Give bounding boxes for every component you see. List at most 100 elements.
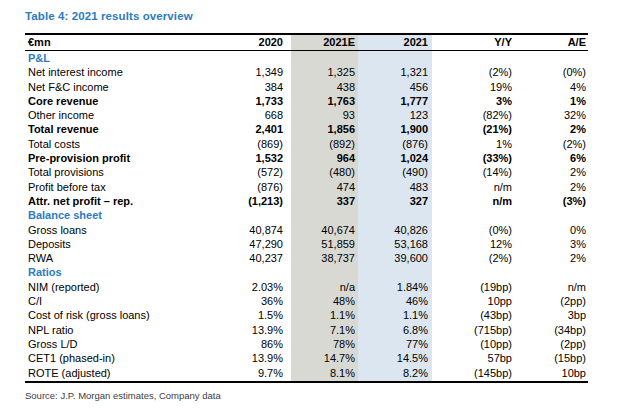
header-unit-label: €mn (25, 35, 215, 50)
column-header: Y/Y (428, 35, 512, 50)
value-cell: (2%) (428, 251, 512, 265)
value-cell: 40,674 (283, 223, 355, 237)
column-header: 2021E (283, 35, 355, 50)
row-label: Pre-provision profit (25, 151, 215, 165)
value-cell (215, 208, 283, 222)
source-note: Source: J.P. Morgan estimates, Company d… (25, 390, 221, 401)
value-cell (355, 265, 428, 279)
column-header: 2021 (355, 35, 428, 50)
value-cell: 1.1% (283, 308, 355, 322)
value-cell: 8.2% (355, 366, 428, 380)
value-cell: 12% (428, 237, 512, 251)
value-cell: 2% (512, 165, 586, 179)
table-row: Other income66893123(82%)32% (25, 108, 588, 122)
value-cell: (1,213) (215, 194, 283, 208)
value-cell: 14.7% (283, 351, 355, 365)
value-cell: 327 (355, 194, 428, 208)
value-cell: 668 (215, 108, 283, 122)
row-label: Attr. net profit – rep. (25, 194, 215, 208)
row-label: Net F&C income (25, 80, 215, 94)
value-cell: 40,237 (215, 251, 283, 265)
value-cell: 6% (512, 151, 586, 165)
table-row: NPL ratio13.9%7.1%6.8%(715bp)(34bp) (25, 323, 588, 337)
value-cell: (3%) (512, 194, 586, 208)
value-cell: 2% (512, 251, 586, 265)
table-row: Attr. net profit – rep.(1,213)337327n/m(… (25, 194, 588, 208)
table-row: Total costs(869)(892)(876)1%(2%) (25, 137, 588, 151)
table-row: NIM (reported)2.03%n/a1.84%(19bp)n/m (25, 280, 588, 294)
table-row: Pre-provision profit1,5329641,024(33%)6% (25, 151, 588, 165)
value-cell: (2%) (428, 65, 512, 79)
value-cell (428, 208, 512, 222)
value-cell: 53,168 (355, 237, 428, 251)
value-cell: (869) (215, 137, 283, 151)
value-cell: 1.84% (355, 280, 428, 294)
value-cell: 48% (283, 294, 355, 308)
value-cell: 86% (215, 337, 283, 351)
value-cell: (21%) (428, 122, 512, 136)
table-row: Cost of risk (gross loans)1.5%1.1%1.1%(4… (25, 308, 588, 322)
row-label: ROTE (adjusted) (25, 366, 215, 380)
value-cell (215, 51, 283, 65)
value-cell: 7.1% (283, 323, 355, 337)
value-cell: 1,325 (283, 65, 355, 79)
value-cell: n/m (428, 194, 512, 208)
value-cell: 456 (355, 80, 428, 94)
value-cell (512, 208, 586, 222)
value-cell: (0%) (428, 223, 512, 237)
value-cell: 77% (355, 337, 428, 351)
row-label: NPL ratio (25, 323, 215, 337)
value-cell: 13.9% (215, 351, 283, 365)
value-cell: 14.5% (355, 351, 428, 365)
table-title: Table 4: 2021 results overview (25, 10, 193, 22)
value-cell: (715bp) (428, 323, 512, 337)
table-row: Net F&C income38443845619%4% (25, 80, 588, 94)
value-cell: (2pp) (512, 337, 586, 351)
row-label: Other income (25, 108, 215, 122)
value-cell: 2% (512, 122, 586, 136)
row-label: Deposits (25, 237, 215, 251)
table-row: ROTE (adjusted)9.7%8.1%8.2%(145bp)10bp (25, 366, 588, 380)
section-header-row: P&L (25, 51, 588, 65)
value-cell: (10pp) (428, 337, 512, 351)
value-cell (215, 265, 283, 279)
row-label: Total revenue (25, 122, 215, 136)
value-cell: 36% (215, 294, 283, 308)
value-cell: 3% (428, 94, 512, 108)
value-cell: (14%) (428, 165, 512, 179)
value-cell: (15bp) (512, 351, 586, 365)
row-label: RWA (25, 251, 215, 265)
row-label: Gross loans (25, 223, 215, 237)
value-cell: 8.1% (283, 366, 355, 380)
value-cell: 1,856 (283, 122, 355, 136)
value-cell (283, 265, 355, 279)
value-cell: 1,349 (215, 65, 283, 79)
value-cell: 40,874 (215, 223, 283, 237)
value-cell: 3bp (512, 308, 586, 322)
value-cell: 78% (283, 337, 355, 351)
value-cell: (892) (283, 137, 355, 151)
value-cell: n/a (283, 280, 355, 294)
table-row: Net interest income1,3491,3251,321(2%)(0… (25, 65, 588, 79)
value-cell: 337 (283, 194, 355, 208)
value-cell: 123 (355, 108, 428, 122)
value-cell: 1,733 (215, 94, 283, 108)
value-cell: 964 (283, 151, 355, 165)
value-cell: (82%) (428, 108, 512, 122)
table-row: Gross L/D86%78%77%(10pp)(2pp) (25, 337, 588, 351)
table-row: C/I36%48%46%10pp(2pp) (25, 294, 588, 308)
value-cell (283, 51, 355, 65)
value-cell: 40,826 (355, 223, 428, 237)
table-row: CET1 (phased-in)13.9%14.7%14.5%57bp(15bp… (25, 351, 588, 365)
row-label: Balance sheet (25, 208, 215, 222)
value-cell: 19% (428, 80, 512, 94)
value-cell: 46% (355, 294, 428, 308)
value-cell: 13.9% (215, 323, 283, 337)
value-cell: 384 (215, 80, 283, 94)
value-cell: 4% (512, 80, 586, 94)
row-label: Gross L/D (25, 337, 215, 351)
value-cell: 1,321 (355, 65, 428, 79)
value-cell: 51,859 (283, 237, 355, 251)
value-cell: 2,401 (215, 122, 283, 136)
value-cell: 483 (355, 180, 428, 194)
